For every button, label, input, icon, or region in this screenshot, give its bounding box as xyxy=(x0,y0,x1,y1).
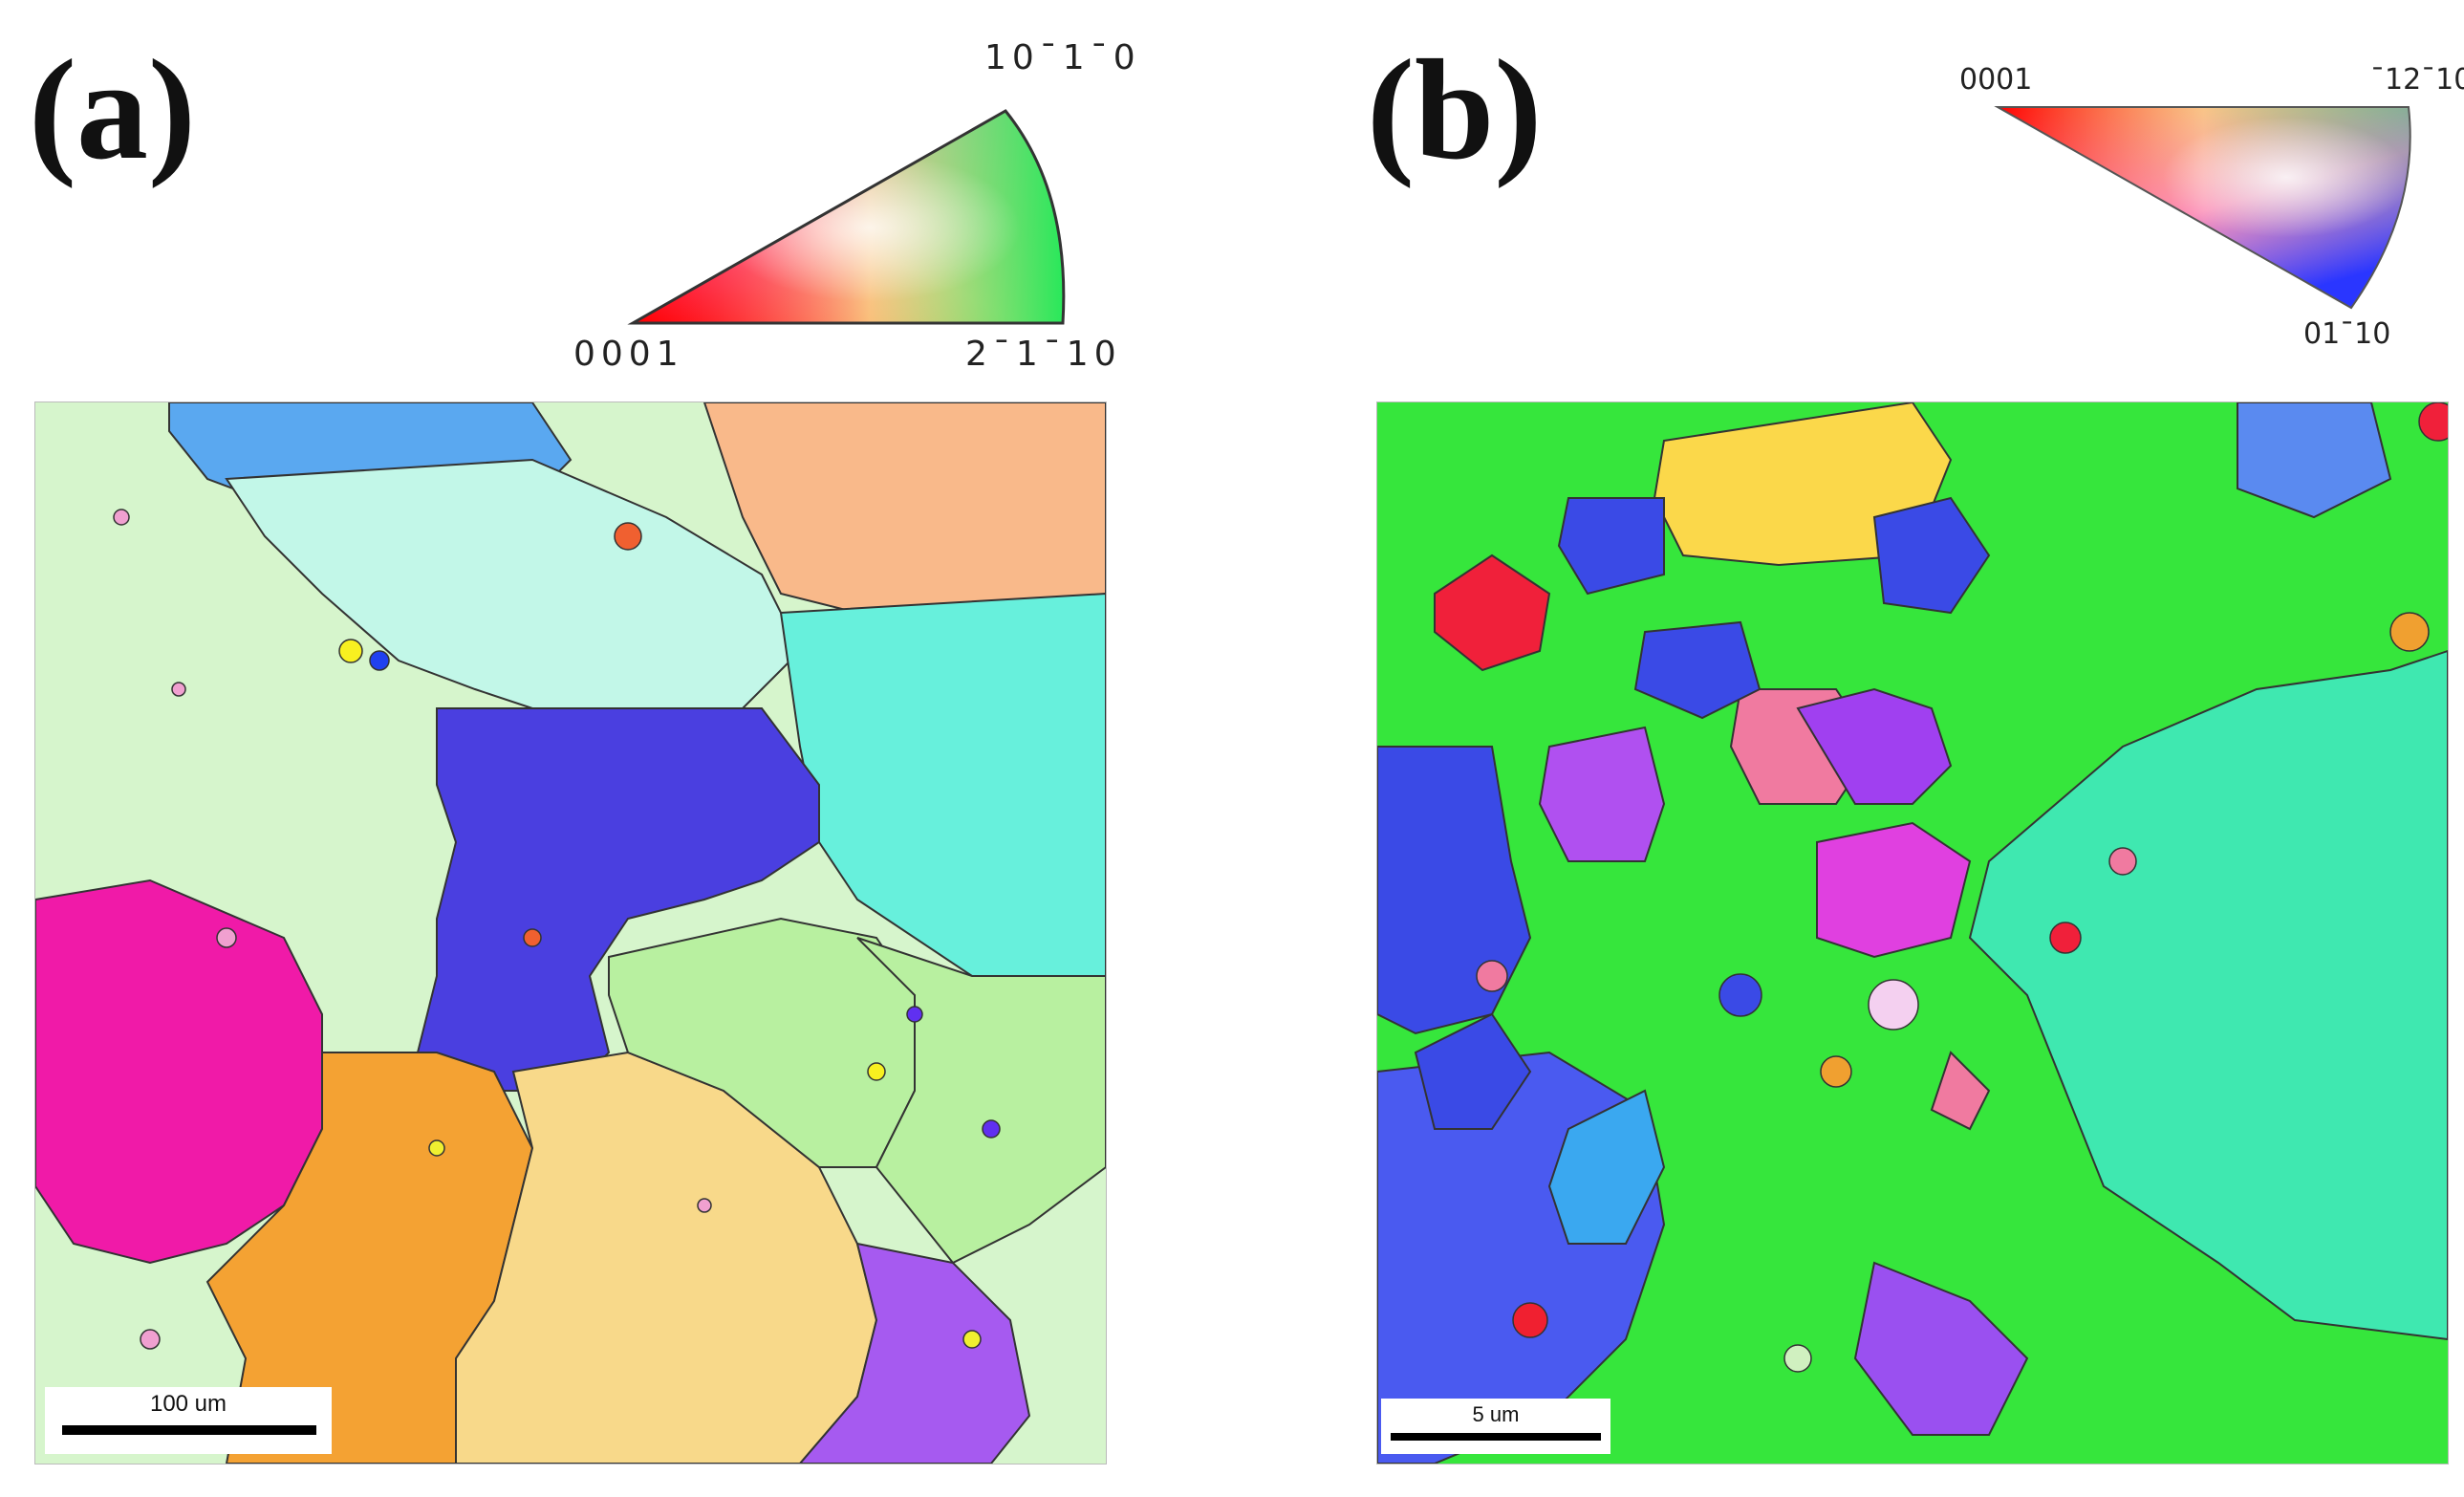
legend-b-right-label: ¯12¯10 xyxy=(2370,63,2464,97)
scale-bar-a-label: 100 um xyxy=(149,1391,227,1417)
ipf-triangle-a xyxy=(627,109,1066,325)
ipf-legend-a: 10¯1¯0 0001 2¯1¯10 xyxy=(573,38,1135,382)
scale-bar-a-line xyxy=(62,1425,316,1435)
legend-a-top-label: 10¯1¯0 xyxy=(984,38,1141,77)
scale-bar-b-line xyxy=(1391,1433,1601,1441)
ipf-legend-b: 0001 ¯12¯10 01¯10 xyxy=(1950,57,2464,363)
scale-bar-b-label: 5 um xyxy=(1472,1402,1520,1426)
ebsd-grains-b xyxy=(1377,402,2448,1464)
ipf-triangle-b xyxy=(1994,106,2411,310)
ebsd-map-a: 100 um xyxy=(34,401,1107,1464)
ebsd-map-b: 5 um xyxy=(1376,401,2449,1464)
ebsd-grains-a xyxy=(35,402,1106,1464)
scale-bar-b: 5 um xyxy=(1381,1399,1610,1454)
legend-a-left-label: 0001 xyxy=(573,335,684,374)
scale-bar-a: 100 um xyxy=(45,1387,332,1454)
panel-b-label: (b) xyxy=(1367,31,1543,189)
panel-a-label: (a) xyxy=(29,31,196,189)
legend-b-bottom-label: 01¯10 xyxy=(2303,317,2391,351)
legend-b-left-label: 0001 xyxy=(1959,63,2033,97)
legend-a-right-label: 2¯1¯10 xyxy=(965,335,1122,374)
